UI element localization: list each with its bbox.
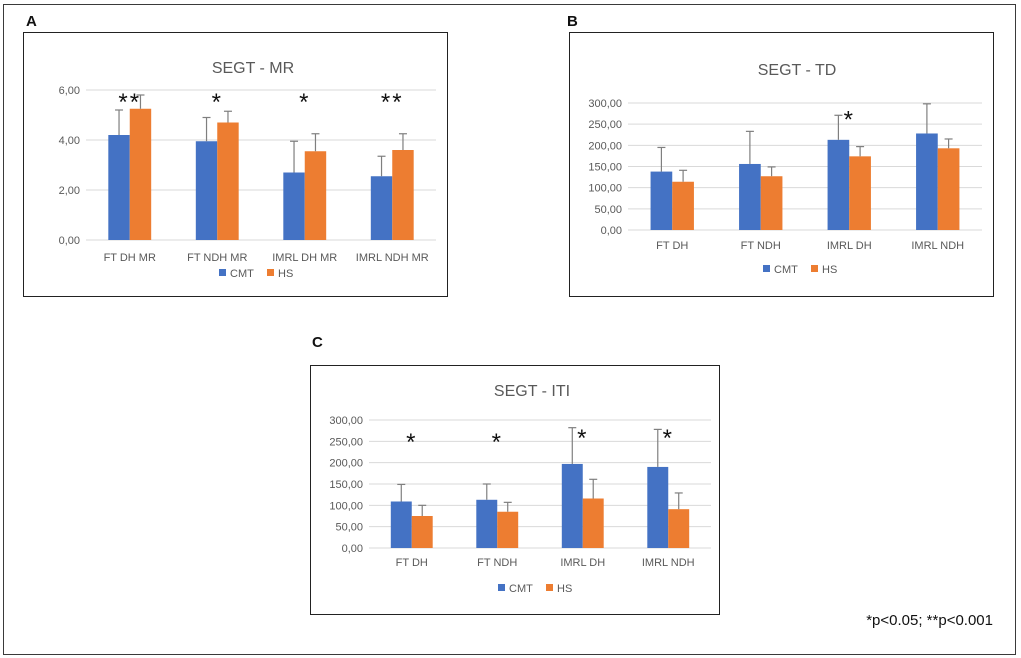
chart-a-ytick-label: 6,00 (59, 85, 80, 97)
chart-b-bar-hs (849, 156, 871, 230)
chart-a-category-label: IMRL DH MR (272, 252, 337, 264)
chart-c-bar-cmt (390, 501, 412, 548)
chart-a-category-label: FT NDH MR (187, 252, 247, 264)
chart-c-bar-hs (411, 516, 433, 548)
chart-c-svg: SEGT - ITI 0,00 50,00 100,00 150,00 200,00 250… (329, 383, 711, 595)
chart-c-box: SEGT - ITI 0,00 50,00 100,00 150,00 200,00 250… (310, 365, 720, 615)
chart-b-ytick-label: 250,00 (588, 119, 622, 131)
chart-c-significance-marker: * (492, 429, 503, 456)
chart-a-ytick-label: 2,00 (59, 185, 80, 197)
chart-c-bar-cmt (647, 466, 669, 548)
chart-c-ytick-label: 50,00 (335, 522, 363, 534)
chart-c-significance-marker: * (577, 425, 588, 452)
chart-b-bar-hs (760, 176, 783, 230)
panel-label-a: A (26, 13, 37, 30)
chart-c-bar-cmt (476, 499, 498, 548)
chart-a-bar-cmt (283, 172, 305, 240)
chart-b-bar-cmt (827, 139, 850, 230)
chart-c-category-label: FT NDH (477, 557, 517, 569)
chart-a-legend-swatch-hs (267, 269, 274, 276)
chart-c-legend-swatch-hs (546, 584, 553, 591)
chart-a-bar-hs (392, 150, 414, 240)
chart-b-bar-cmt (916, 133, 938, 230)
chart-c-bar-hs (668, 509, 690, 548)
chart-c-ytick-label: 150,00 (329, 479, 363, 491)
chart-a-significance-marker: ** (381, 89, 404, 116)
chart-c-bar-hs (582, 498, 604, 548)
chart-b-bar-hs (937, 148, 960, 230)
chart-c-category-label: FT DH (396, 557, 428, 569)
chart-b-significance-marker: * (844, 106, 855, 133)
panel-label-b: B (567, 13, 578, 30)
chart-a-legend-label-hs: HS (278, 268, 293, 280)
chart-a-ytick-label: 4,00 (59, 135, 80, 147)
chart-a-bar-hs (129, 108, 152, 240)
chart-a-significance-marker: * (299, 89, 310, 116)
chart-a-significance-marker: ** (118, 89, 141, 116)
figure-frame (3, 4, 1016, 655)
chart-c-category-label: IMRL DH (560, 557, 605, 569)
chart-a-ytick-label: 0,00 (59, 235, 80, 247)
chart-c-category-label: IMRL NDH (642, 557, 695, 569)
chart-c-significance-marker: * (406, 429, 417, 456)
chart-c-ytick-label: 200,00 (329, 458, 363, 470)
chart-a-bar-hs (304, 151, 327, 240)
chart-a-category-label: FT DH MR (104, 252, 156, 264)
chart-c-legend-label-hs: HS (557, 583, 572, 595)
chart-a-legend-label-cmt: CMT (230, 268, 254, 280)
chart-c-ytick-label: 250,00 (329, 436, 363, 448)
chart-b-title: SEGT - TD (758, 62, 837, 79)
chart-a-significance-marker: * (212, 89, 223, 116)
chart-b-category-label: FT DH (656, 240, 688, 252)
chart-b-category-label: IMRL DH (827, 240, 872, 252)
chart-a-bar-cmt (370, 176, 393, 240)
panel-label-c: C (312, 334, 323, 351)
chart-b-bar-cmt (650, 171, 673, 230)
chart-b-legend-label-hs: HS (822, 264, 837, 276)
chart-b-ytick-label: 100,00 (588, 183, 622, 195)
chart-b-ytick-label: 0,00 (601, 225, 622, 237)
chart-b-bar-cmt (739, 163, 761, 230)
chart-c-ytick-label: 0,00 (342, 543, 363, 555)
chart-a-title: SEGT - MR (212, 60, 294, 77)
chart-c-ytick-label: 100,00 (329, 500, 363, 512)
chart-b-ytick-label: 50,00 (594, 204, 622, 216)
chart-b-legend-label-cmt: CMT (774, 264, 798, 276)
chart-b-category-label: FT NDH (741, 240, 781, 252)
chart-c-bar-cmt (561, 463, 583, 548)
chart-b-legend-swatch-hs (811, 265, 818, 272)
chart-a-legend-swatch-cmt (219, 269, 226, 276)
chart-c-title: SEGT - ITI (494, 383, 570, 400)
chart-a-bar-cmt (195, 141, 218, 240)
chart-b-box: SEGT - TD 0,00 50,00 100,00 150,00 200,00 250,… (569, 32, 994, 297)
chart-a-bar-hs (217, 122, 239, 240)
chart-b-ytick-label: 300,00 (588, 98, 622, 110)
chart-a-category-label: IMRL NDH MR (356, 252, 429, 264)
chart-b-ytick-label: 200,00 (588, 140, 622, 152)
significance-footnote: *p<0.05; **p<0.001 (866, 612, 993, 629)
chart-a-bar-cmt (108, 135, 130, 240)
chart-c-ytick-label: 300,00 (329, 415, 363, 427)
chart-b-legend-swatch-cmt (763, 265, 770, 272)
chart-a-box: SEGT - MR 0,00 2,00 4,00 6,00 FT DH MR ** FT ND… (23, 32, 448, 297)
chart-c-legend-swatch-cmt (498, 584, 505, 591)
chart-b-ytick-label: 150,00 (588, 162, 622, 174)
chart-b-svg: SEGT - TD 0,00 50,00 100,00 150,00 200,00 250,… (588, 62, 982, 276)
chart-b-bar-hs (672, 181, 694, 230)
chart-c-significance-marker: * (663, 425, 674, 452)
chart-c-legend-label-cmt: CMT (509, 583, 533, 595)
chart-c-bar-hs (497, 511, 519, 548)
chart-b-category-label: IMRL NDH (911, 240, 964, 252)
